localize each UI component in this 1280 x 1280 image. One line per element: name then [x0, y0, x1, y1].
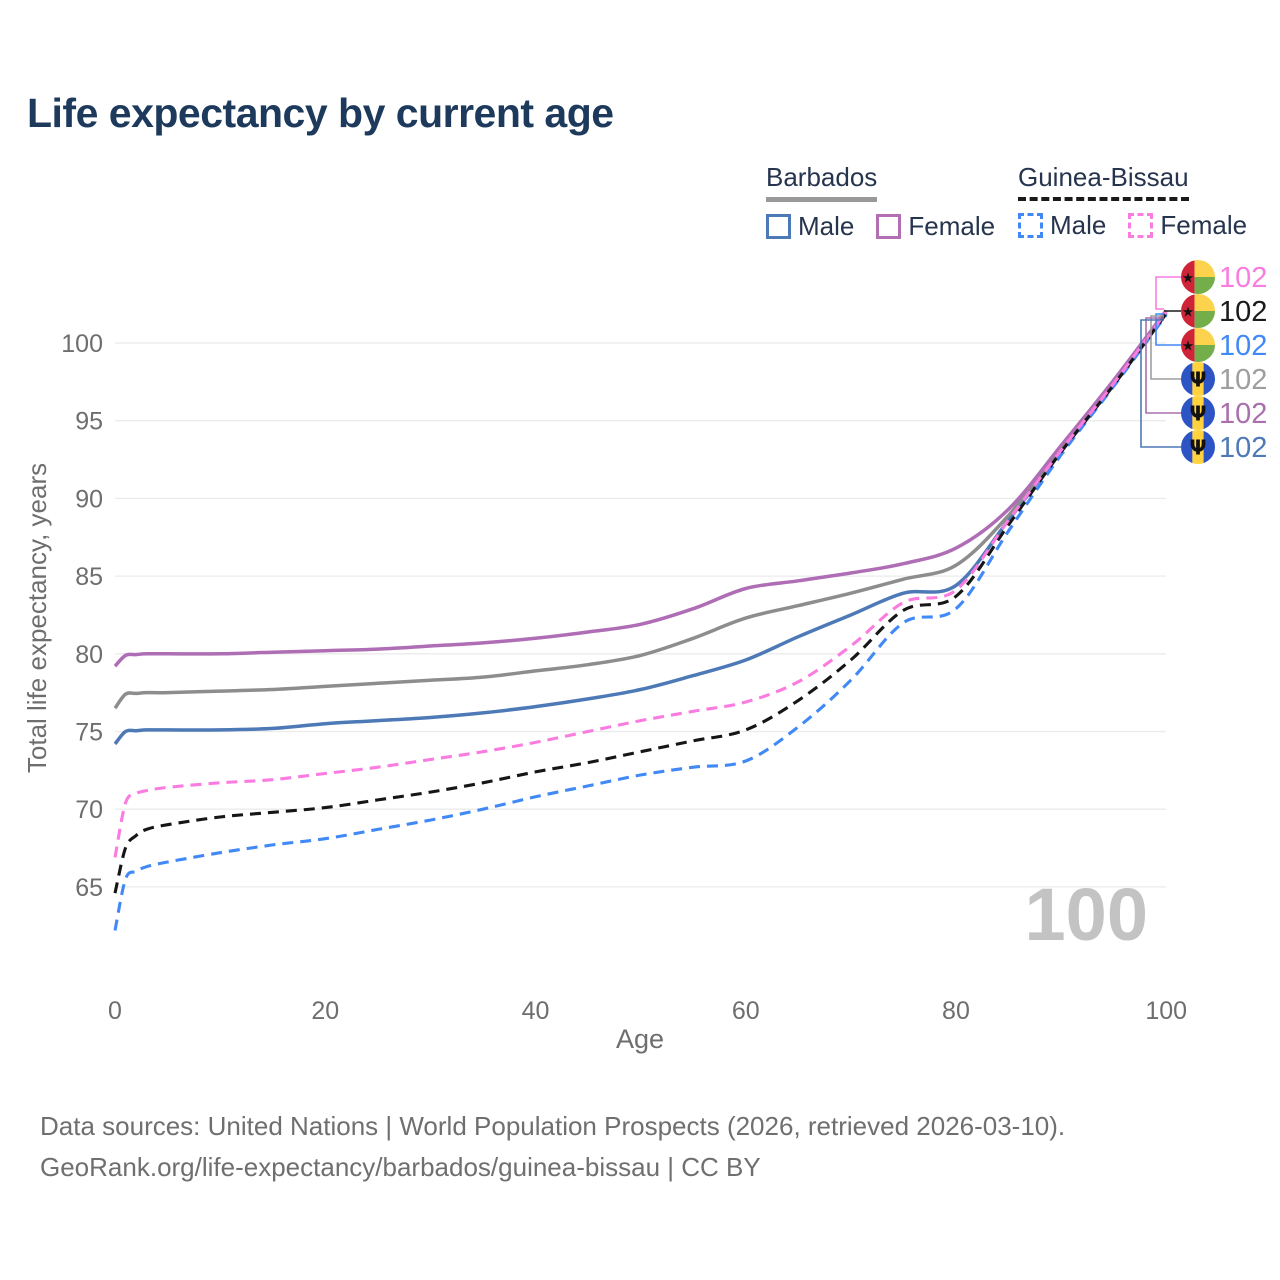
leader-line: [1155, 313, 1181, 346]
legend-items-guinea-bissau: Male Female: [1018, 210, 1247, 241]
legend-label-barbados-male: Male: [798, 211, 855, 241]
legend-items-barbados: Male Female: [766, 211, 995, 242]
series-line-guinea-bissau-female[interactable]: [113, 310, 1168, 858]
y-tick-label: 90: [75, 485, 103, 513]
legend-item-guinea-bissau-male[interactable]: Male: [1018, 210, 1106, 241]
x-tick-label: 100: [1145, 997, 1187, 1025]
y-tick-label: 75: [75, 719, 103, 747]
legend-swatch-guinea-bissau-male: [1018, 213, 1043, 238]
series-line-barbados-both-sexes[interactable]: [113, 310, 1168, 710]
end-value-label: 102: [1219, 432, 1267, 464]
flag-icon-barbados: [1181, 430, 1215, 464]
legend-label-guinea-bissau-male: Male: [1050, 210, 1107, 240]
legend-item-guinea-bissau-female[interactable]: Female: [1128, 210, 1247, 241]
georank-link[interactable]: GeoRank.org/life-expectancy/barbados/gui…: [40, 1152, 761, 1182]
y-tick-label: 65: [75, 874, 103, 902]
y-tick-label: 85: [75, 563, 103, 591]
flag-icon-barbados: [1181, 396, 1215, 430]
end-value-label: 102: [1219, 330, 1267, 362]
end-value-label: 102: [1219, 262, 1267, 294]
legend-swatch-barbados-male: [766, 214, 791, 239]
flag-icon-guinea-bissau: [1181, 294, 1215, 328]
footer: Data sources: United Nations | World Pop…: [40, 1106, 1065, 1188]
legend-swatch-guinea-bissau-female: [1128, 213, 1154, 238]
data-sources-text: Data sources: United Nations | World Pop…: [40, 1111, 1066, 1141]
y-tick-label: 80: [75, 641, 103, 669]
flag-icon-guinea-bissau: [1181, 328, 1215, 362]
y-tick-label: 70: [75, 796, 103, 824]
series-lines: [113, 309, 1168, 931]
flag-icon-guinea-bissau: [1181, 260, 1215, 294]
end-value-label: 102: [1219, 398, 1267, 430]
series-line-barbados-female[interactable]: [113, 309, 1168, 668]
leader-line: [1150, 315, 1181, 380]
leader-line: [1140, 319, 1181, 448]
x-tick-label: 20: [311, 997, 339, 1025]
legend-label-guinea-bissau-female: Female: [1160, 210, 1248, 240]
leader-line: [1145, 317, 1181, 414]
series-line-guinea-bissau-both-sexes[interactable]: [113, 312, 1168, 894]
x-tick-label: 0: [108, 997, 122, 1025]
end-value-label: 102: [1219, 296, 1267, 328]
legend-country-guinea-bissau[interactable]: Guinea-Bissau: [1018, 162, 1189, 201]
end-value-label: 102: [1219, 364, 1267, 396]
legend-group-barbados: Barbados Male Female: [766, 162, 995, 242]
series-line-guinea-bissau-male[interactable]: [113, 314, 1168, 931]
x-tick-label: 60: [732, 997, 760, 1025]
axis-labels: 65 70 75 80 85 90 95 100 0 20 40 60 80 100: [61, 330, 1187, 1025]
legend-item-barbados-male[interactable]: Male: [766, 211, 854, 242]
flag-icon-barbados: [1181, 362, 1215, 396]
legend-swatch-barbados-female: [876, 214, 902, 239]
y-tick-label: 100: [61, 330, 103, 358]
y-tick-label: 95: [75, 408, 103, 436]
x-tick-label: 40: [522, 997, 550, 1025]
x-axis-title: Age: [616, 1024, 664, 1054]
chart-title: Life expectancy by current age: [27, 90, 614, 136]
legend-group-guinea-bissau: Guinea-Bissau Male Female: [1018, 162, 1247, 241]
age-counter-watermark: 100: [1024, 873, 1148, 956]
y-axis-title: Total life expectancy, years: [22, 463, 52, 773]
legend-country-barbados[interactable]: Barbados: [766, 162, 878, 202]
gridlines: [115, 342, 1166, 888]
legend-item-barbados-female[interactable]: Female: [876, 211, 995, 242]
x-tick-label: 80: [942, 997, 970, 1025]
legend-label-barbados-female: Female: [908, 211, 996, 241]
leader-line: [1155, 276, 1181, 310]
